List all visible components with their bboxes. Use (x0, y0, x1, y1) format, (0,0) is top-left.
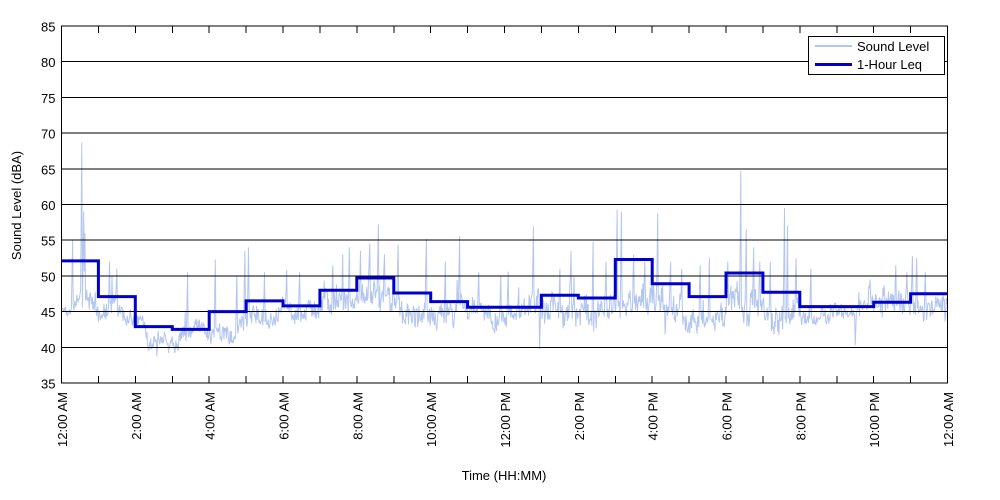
x-tick-label: 8:00 AM (350, 392, 365, 440)
x-tick-label: 12:00 PM (498, 392, 513, 448)
plot-border (61, 25, 948, 384)
x-tick-label: 4:00 AM (203, 392, 218, 440)
y-tick-label: 80 (41, 55, 55, 70)
legend-label-sound-level: Sound Level (857, 38, 930, 54)
x-tick-label: 2:00 PM (572, 392, 587, 440)
leq-line-swatch (815, 63, 852, 67)
y-tick-label: 40 (41, 341, 55, 356)
x-tick-label: 12:00 AM (55, 392, 70, 447)
y-tick-label: 65 (41, 162, 55, 177)
leq-series (61, 258, 948, 331)
x-tick-label: 6:00 PM (720, 392, 735, 440)
y-tick-label: 75 (41, 91, 55, 106)
x-tick-label: 12:00 AM (941, 392, 956, 447)
y-tick-label: 70 (41, 127, 55, 142)
y-tick-label: 55 (41, 234, 55, 249)
legend-label-1hour-leq: 1-Hour Leq (857, 57, 923, 73)
x-tick-label: 8:00 PM (793, 392, 808, 440)
sound-level-line-swatch (815, 45, 852, 48)
x-tick-label: 10:00 AM (424, 392, 439, 447)
legend-item-sound-level: Sound Level (809, 37, 944, 55)
y-tick-label: 50 (41, 269, 55, 284)
sound-level-series (61, 142, 948, 357)
x-tick-label: 4:00 PM (646, 392, 661, 440)
y-tick-label: 35 (41, 377, 55, 392)
x-tick-label: 10:00 PM (867, 392, 882, 448)
y-tick-label: 45 (41, 305, 55, 320)
legend: Sound Level 1-Hour Leq (808, 36, 945, 75)
y-tick-label: 85 (41, 20, 55, 35)
legend-item-1hour-leq: 1-Hour Leq (809, 56, 944, 74)
x-axis-title: Time (HH:MM) (461, 468, 547, 483)
x-tick-label: 2:00 AM (129, 392, 144, 440)
y-tick-label: 60 (41, 198, 55, 213)
x-tick-label: 6:00 AM (277, 392, 292, 440)
